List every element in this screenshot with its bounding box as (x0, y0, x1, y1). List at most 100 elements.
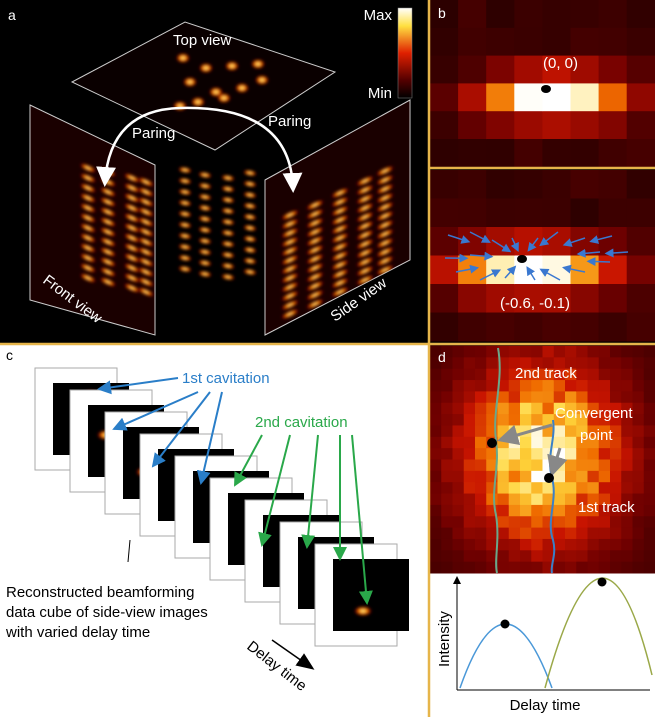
heat-cell (497, 482, 510, 495)
heat-cell (542, 198, 571, 228)
speckle (137, 237, 155, 247)
heat-cell (621, 527, 633, 540)
heat-cell (598, 493, 611, 506)
heat-cell (458, 111, 487, 140)
heat-cell (486, 357, 498, 370)
heat-cell (486, 482, 498, 495)
heat-cell (621, 561, 633, 574)
heat-cell (514, 312, 543, 342)
heat-cell (587, 561, 600, 574)
heat-cell (486, 493, 498, 506)
speckle (123, 273, 141, 283)
heat-cell (643, 470, 655, 483)
heat-cell (520, 368, 532, 381)
heat-cell (598, 83, 628, 112)
heat-cell (452, 482, 465, 495)
heat-cell (553, 436, 566, 449)
heat-cell (643, 357, 655, 370)
heat-cell (497, 504, 510, 517)
speckle (280, 308, 300, 320)
heat-cell (441, 493, 453, 506)
heat-cell (430, 482, 442, 495)
heat-cell (430, 198, 459, 228)
heat-cell (598, 550, 611, 563)
heat-cell (542, 550, 555, 563)
speckle (99, 247, 117, 257)
heat-cell (610, 425, 622, 438)
heat-cell (508, 538, 521, 551)
heat-cell (598, 414, 611, 426)
arrow (234, 434, 263, 487)
heat-cell (430, 357, 442, 370)
speckle (235, 83, 249, 93)
heat-cell (463, 391, 476, 404)
heat-cell (587, 436, 600, 449)
heat-cell (587, 527, 600, 540)
panel-label: d (438, 349, 446, 365)
y-axis-label: Intensity (436, 611, 453, 667)
speckle (198, 182, 212, 190)
speckle (178, 254, 192, 262)
speckle (330, 259, 350, 271)
heat-cell (497, 414, 510, 426)
heat-cell (497, 425, 510, 438)
heat-cell (458, 227, 487, 256)
heat-cell (475, 459, 487, 472)
heat-cell (475, 561, 487, 574)
heat-cell (598, 346, 611, 358)
heat-cell (430, 170, 459, 199)
arrow (97, 377, 179, 395)
heat-cell (553, 470, 566, 483)
heat-cell (598, 425, 611, 438)
heat-cell (497, 538, 510, 551)
arrow (491, 239, 512, 253)
heat-cell (531, 538, 543, 551)
heat-cell (587, 368, 600, 381)
heat-cell (486, 346, 498, 358)
heat-cell (475, 493, 487, 506)
arrow (604, 248, 629, 258)
heat-cell (430, 227, 459, 256)
speckle (123, 253, 141, 263)
heat-cell (632, 459, 645, 472)
heat-cell (486, 550, 498, 563)
heat-cell (452, 402, 465, 415)
heat-cell (486, 227, 515, 256)
speckle (280, 281, 300, 293)
heat-cell (486, 470, 498, 483)
heat-cell (632, 391, 645, 404)
speckle (243, 268, 257, 276)
heat-cell (531, 402, 543, 415)
heat-cell (643, 402, 655, 415)
heat-cell (626, 139, 655, 168)
heat-cell (531, 550, 543, 563)
heat-cell (598, 255, 628, 285)
heat-cell (621, 516, 633, 529)
speckle (99, 217, 117, 227)
speckle (178, 210, 192, 218)
speckle (123, 203, 141, 213)
speckle (99, 257, 117, 267)
arrow (561, 264, 586, 274)
heat-cell (570, 284, 600, 313)
speckle (330, 187, 350, 199)
heat-cell (458, 139, 487, 168)
heat-cell (632, 436, 645, 449)
heat-cell (430, 55, 459, 84)
speckle (243, 191, 257, 199)
annotation: Paring (268, 113, 311, 130)
arrow (547, 447, 568, 477)
heat-cell (452, 425, 465, 438)
speckle (99, 237, 117, 247)
heat-cell (508, 459, 521, 472)
speckle (199, 63, 213, 73)
caption-line: data cube of side-view images (6, 604, 208, 621)
heat-cell (486, 504, 498, 517)
heat-cell (452, 368, 465, 381)
heat-cell (520, 357, 532, 370)
heat-cell (632, 504, 645, 517)
heat-cell (542, 402, 555, 415)
heat-cell (598, 436, 611, 449)
heat-cell (621, 504, 633, 517)
heat-cell (475, 402, 487, 415)
